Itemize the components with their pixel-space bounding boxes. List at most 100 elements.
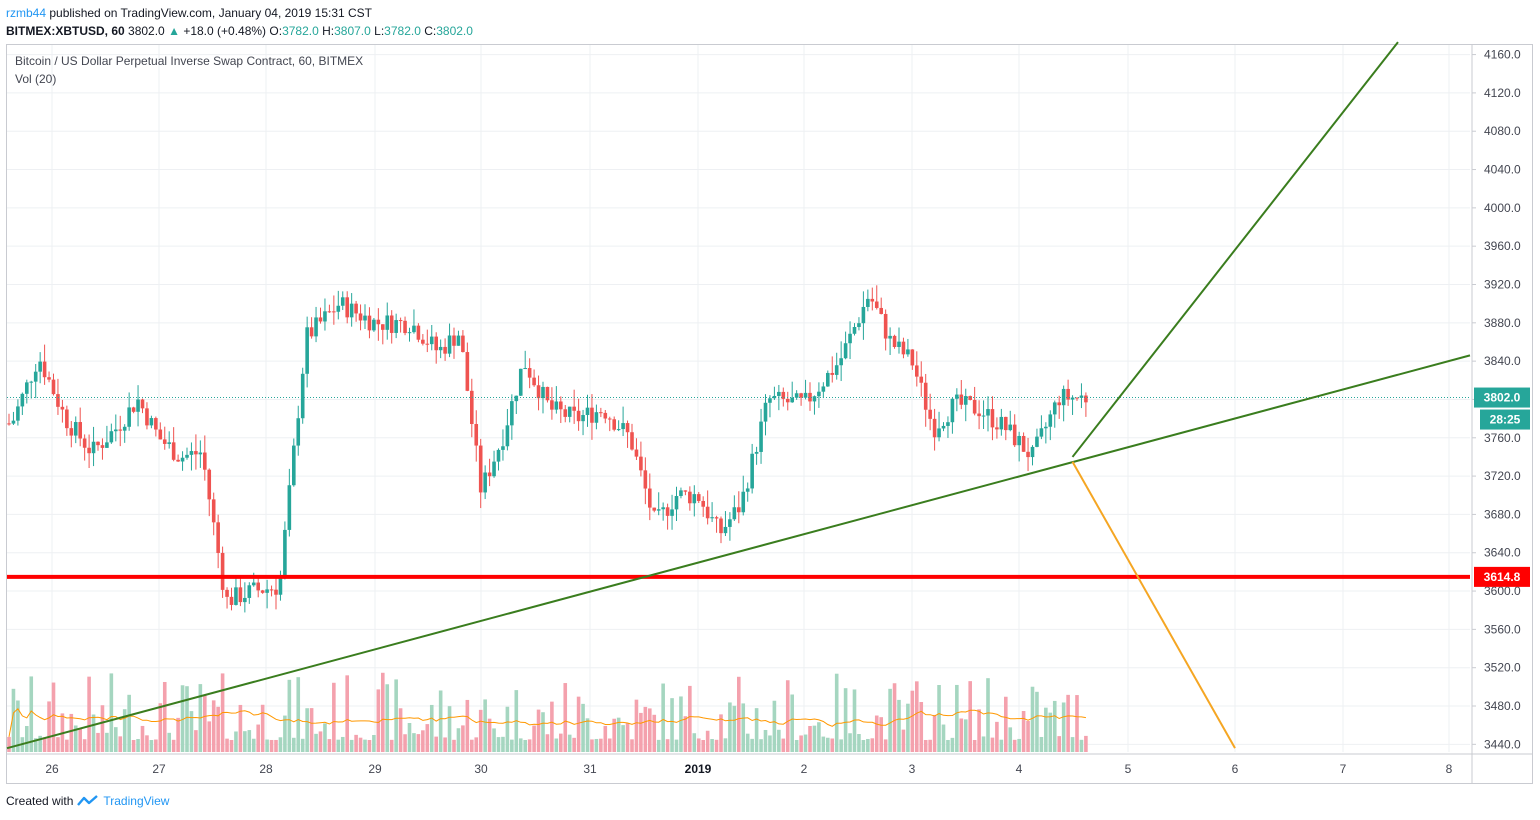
candle-body — [990, 409, 995, 428]
candle-body — [501, 446, 505, 450]
volume-bar — [532, 725, 536, 752]
volume-bar — [817, 722, 821, 752]
volume-bar — [91, 714, 96, 752]
candle-body — [247, 585, 252, 598]
volume-bar — [559, 733, 563, 752]
candle-body — [545, 386, 550, 401]
chart-frame[interactable] — [6, 44, 1533, 784]
candle-body — [381, 324, 385, 330]
volume-bar — [82, 739, 87, 752]
candle-body — [47, 377, 51, 380]
candle-body — [643, 470, 648, 489]
volume-bar — [830, 738, 835, 752]
candle-body — [567, 406, 572, 417]
candle-body — [11, 420, 16, 424]
volume-bar — [167, 732, 171, 752]
candle-body — [407, 332, 412, 334]
candle-body — [292, 445, 296, 486]
volume-bar — [510, 739, 514, 752]
volume-bar — [42, 737, 47, 752]
volume-bar — [207, 721, 212, 752]
candle-body — [688, 491, 692, 504]
candle-body — [412, 325, 416, 333]
x-tick-label: 29 — [368, 762, 382, 776]
candle-body — [906, 349, 910, 355]
volume-bar — [211, 700, 216, 752]
candle-body — [559, 401, 563, 410]
y-tick-label: 4000.0 — [1484, 201, 1521, 215]
candle-body — [532, 377, 536, 386]
candle-body — [60, 406, 65, 410]
candle-body — [318, 317, 323, 322]
candle-body — [510, 401, 514, 426]
trendline-rising-support — [6, 354, 1471, 750]
volume-bar — [576, 696, 581, 752]
candle-body — [323, 311, 327, 322]
y-tick-label: 3520.0 — [1484, 661, 1521, 675]
author-link[interactable]: rzmb44 — [6, 6, 47, 20]
support-level-tag-label: 3614.8 — [1484, 570, 1521, 584]
candle-body — [131, 407, 136, 412]
candle-body — [216, 522, 220, 553]
volume-bar — [381, 672, 385, 752]
volume-bar — [1017, 738, 1021, 752]
candle-body — [1012, 424, 1017, 446]
candle-body — [367, 315, 372, 331]
volume-bar — [51, 682, 56, 752]
x-tick-label: 8 — [1446, 762, 1453, 776]
footer: Created with TradingView — [6, 794, 169, 808]
candle-body — [483, 472, 487, 493]
last-price-tag — [1474, 387, 1530, 408]
candle-body — [91, 441, 96, 454]
volume-bar — [243, 731, 247, 752]
candle-body — [87, 447, 91, 454]
volume-bar — [1039, 736, 1044, 752]
volume-bar — [674, 739, 679, 752]
candle-body — [848, 333, 852, 344]
y-tick-label: 4120.0 — [1484, 86, 1521, 100]
volume-bar — [434, 736, 438, 752]
low-value: 3782.0 — [384, 24, 421, 38]
volume-bar — [639, 712, 643, 752]
volume-bar — [283, 715, 287, 752]
candle-body — [340, 297, 345, 306]
candle-body — [478, 445, 483, 493]
candle-body — [745, 488, 750, 492]
volume-bar — [670, 698, 674, 752]
candle-body — [185, 454, 189, 458]
volume-bar — [745, 733, 750, 752]
candle-body — [683, 490, 688, 492]
candle-body — [603, 412, 608, 419]
volume-bar — [834, 673, 839, 752]
volume-bar — [826, 737, 830, 752]
volume-bar — [852, 689, 857, 752]
volume-bar — [305, 708, 309, 752]
x-tick-label: 26 — [45, 762, 59, 776]
candle-body — [198, 452, 203, 455]
candle-body — [785, 398, 790, 403]
last-price: 3802.0 — [128, 24, 165, 38]
low-label: L: — [374, 24, 385, 38]
volume-bar — [447, 706, 452, 752]
volume-bar — [251, 738, 256, 752]
candle-body — [211, 499, 216, 523]
volume-bar — [777, 729, 781, 752]
candle-body — [65, 409, 69, 429]
high-value: 3807.0 — [334, 24, 371, 38]
tradingview-brand-link[interactable]: TradingView — [103, 794, 170, 808]
volume-bar — [1084, 735, 1088, 752]
candle-body — [1008, 424, 1013, 431]
volume-bar — [149, 740, 154, 752]
volume-bar — [501, 736, 505, 752]
volume-bar — [866, 738, 870, 752]
volume-bar — [995, 721, 999, 752]
volume-bar — [185, 686, 189, 752]
candle-body — [661, 507, 665, 510]
candle-body — [394, 320, 398, 333]
candle-body — [447, 335, 452, 354]
candle-body — [100, 445, 105, 448]
candle-body — [581, 415, 585, 422]
candle-body — [73, 422, 78, 436]
volume-bar — [1061, 702, 1066, 752]
